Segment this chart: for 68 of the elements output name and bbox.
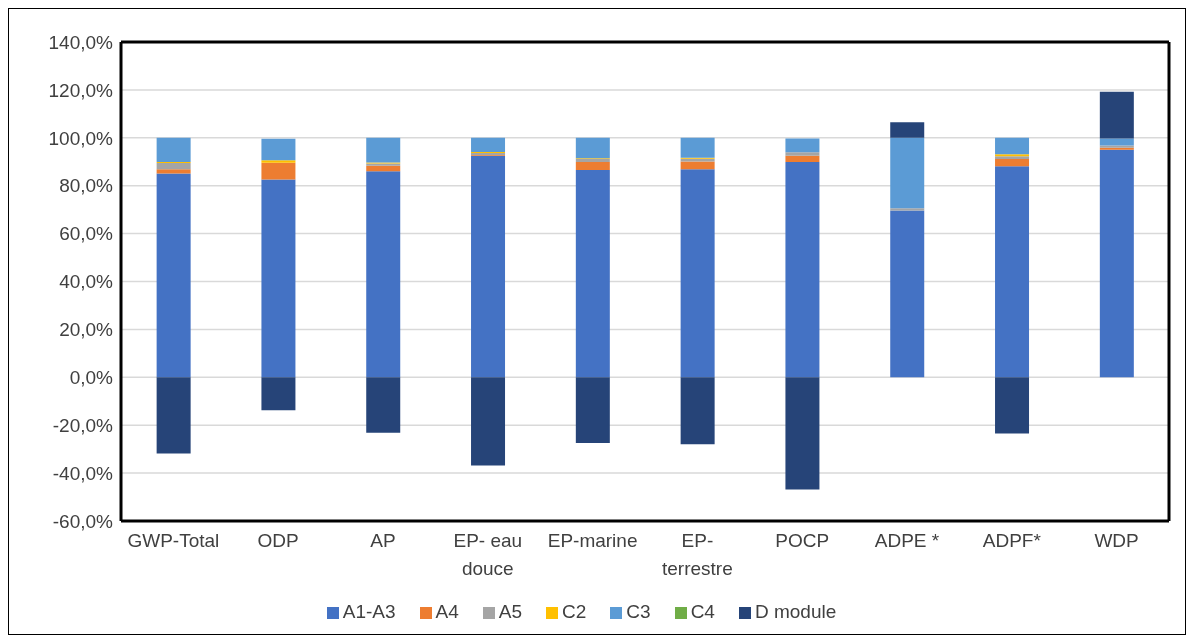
bar [156, 137, 191, 162]
bar [890, 210, 925, 378]
bar [366, 137, 401, 163]
x-tick-label: ODP [257, 530, 299, 551]
bar [261, 162, 296, 180]
bar [366, 377, 401, 433]
bar [156, 162, 191, 170]
bar [680, 169, 715, 378]
bar [471, 377, 506, 466]
bar [471, 137, 506, 152]
bar [785, 161, 820, 378]
bar [261, 377, 296, 411]
bar [156, 169, 191, 174]
bar [575, 161, 610, 170]
legend-label: A1-A3 [342, 601, 396, 622]
bar [575, 377, 610, 443]
y-tick-label: 120,0% [48, 79, 114, 101]
legend-label: C4 [690, 601, 715, 622]
bar [156, 173, 191, 378]
x-tick-label: EP- eau douce [453, 530, 523, 579]
y-tick-label: 0,0% [69, 367, 114, 389]
bar [995, 159, 1030, 167]
bar [890, 137, 925, 209]
y-tick-label: 140,0% [48, 31, 114, 53]
x-tick-label: POCP [775, 530, 830, 551]
legend-label: A4 [435, 601, 459, 622]
y-tick-label: 60,0% [59, 223, 114, 245]
x-tick-label: AP [370, 530, 396, 551]
bar [575, 169, 610, 378]
y-tick-label: 40,0% [59, 271, 114, 293]
legend-label: D module [754, 601, 837, 622]
x-tick-label: EP- terrestre [662, 530, 733, 579]
bar [785, 377, 820, 490]
y-tick-label: -60,0% [52, 510, 114, 532]
bar [156, 377, 191, 454]
bar [471, 155, 506, 378]
bar [995, 377, 1030, 434]
y-tick-label: -40,0% [52, 462, 114, 484]
x-tick-label: ADPF* [982, 530, 1042, 551]
bar [261, 138, 296, 161]
bar [995, 137, 1030, 155]
y-tick-label: 100,0% [48, 127, 114, 149]
bar [890, 122, 925, 138]
bar [785, 155, 820, 162]
bar [680, 137, 715, 158]
bar [995, 166, 1030, 378]
bar [785, 152, 820, 156]
legend-label: C3 [626, 601, 651, 622]
bar [261, 179, 296, 378]
bar [366, 171, 401, 378]
x-tick-label: WDP [1094, 530, 1139, 551]
legend-label: C2 [562, 601, 587, 622]
y-tick-label: 20,0% [59, 319, 114, 341]
bar [890, 208, 925, 211]
x-tick-label: ADPE * [874, 530, 940, 551]
bar [680, 377, 715, 445]
bar [785, 138, 820, 153]
y-tick-label: -20,0% [52, 414, 114, 436]
bar [366, 165, 401, 172]
bar [1099, 149, 1134, 378]
legend-label: A5 [498, 601, 523, 622]
bar [575, 137, 610, 159]
x-tick-label: EP-marine [547, 530, 638, 551]
bar [1099, 91, 1134, 139]
bar [261, 160, 296, 163]
bar [680, 161, 715, 170]
y-tick-label: 80,0% [59, 175, 114, 197]
x-tick-label: GWP-Total [127, 530, 220, 551]
